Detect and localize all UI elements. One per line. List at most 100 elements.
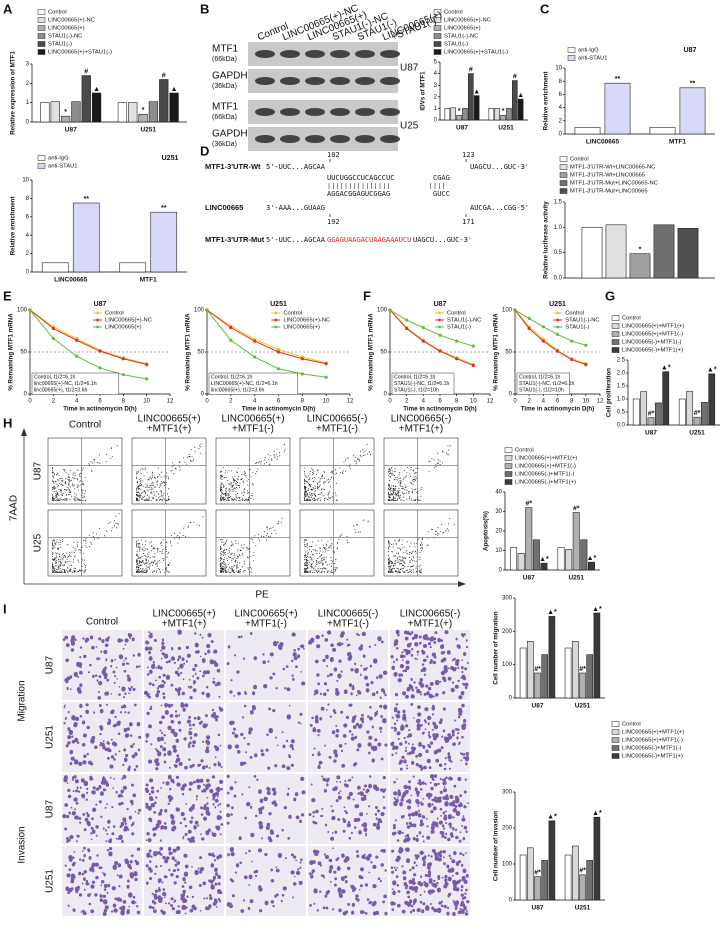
bar [579,874,586,901]
sequence: AUCGA...CGG-5' [470,204,529,212]
x-tick-label: U251 [575,703,591,710]
data-point [324,375,328,379]
stained-cells [226,846,303,913]
data-point [229,338,233,342]
significance-mark: ▲* [539,556,549,563]
data-point [471,363,475,368]
legend-label: LINC00665(-)+MTF1(+) [515,480,576,486]
significance-mark: # [162,72,166,79]
stained-cells [390,629,469,700]
x-tick-label: 10 [143,399,150,405]
stained-cells [144,774,224,843]
annotation: linc00665(+)-NC, t1/2=6.1h [34,381,97,387]
bar [541,860,549,901]
y-tick-label: 0.5 [617,410,626,416]
legend-label: STAU1(-) [565,325,589,331]
significance-mark: #* [579,666,586,673]
significance-mark: ▲* [661,365,671,372]
micro-row-label: U87 [45,799,56,818]
legend-swatch [611,721,620,727]
y-axis-label: Cell number of migration [493,611,500,684]
significance-mark: ▲* [592,606,602,613]
micro-column-label: LINC00665(+) [152,609,215,620]
series-line [29,309,147,366]
y-tick-label: 100 [17,308,28,314]
panel-letter: I [3,601,7,616]
data-point [51,326,55,331]
position: 171 [462,218,475,226]
bar [40,102,50,123]
data-point [421,339,425,343]
data-point [253,355,257,359]
data-point [145,363,149,367]
y-tick-label: 40 [495,490,502,496]
legend-marker [556,311,560,315]
chart-title: U251 [270,301,287,308]
data-point [570,357,574,362]
sequence: 3'-AAA...GUAAG [266,204,325,212]
bar [519,854,527,901]
x-tick-label: 12 [487,399,494,405]
legend-label: MTF1-3'UTR-Mut+LINC00665-NC [570,181,658,187]
stained-cells [145,702,224,771]
blot-band [255,135,275,143]
bar [564,854,572,901]
stained-cells [307,630,388,699]
x-tick-label: 2 [52,399,56,405]
blot-protein: GAPDH [212,129,248,140]
legend-swatch [37,9,46,15]
y-tick-label: 10 [555,66,562,72]
y-tick-label: 4 [26,233,30,239]
flow-plot [383,437,459,505]
legend-label: Control [570,157,589,163]
bar [506,108,512,121]
significance-mark: ▲* [547,814,557,821]
y-tick-label: 2 [26,251,30,257]
blot-size: (66kDa) [212,114,237,121]
y-tick-label: 50 [197,350,204,356]
bar [117,102,128,123]
flow-column-label: +MTF1(-) [232,424,274,435]
annotation-box [391,372,455,395]
x-tick-label: U87 [523,575,535,582]
bar [138,113,148,123]
bar [564,647,572,699]
annotation-box [208,372,298,395]
series-line [29,309,147,365]
x-tick-label: U87 [456,125,468,132]
significance-mark: ▲ [93,86,100,93]
data-point [324,362,328,366]
significance-mark: ** [690,81,696,88]
x-tick-label: 6 [438,399,442,405]
legend-marker [274,325,278,329]
sequence: AGGACGGAGUCGGAG [327,190,390,198]
legend-label: Control [48,10,67,16]
significance-mark: ** [161,205,167,212]
legend-swatch [37,41,46,47]
arrow-head [21,428,27,436]
y-tick-label: 100 [502,862,513,868]
data-point [405,318,409,322]
legend-swatch [559,180,568,186]
bar [700,402,708,426]
bar [468,73,474,121]
legend-label: MTF1-3'UTR-Wt+LINC00665 [570,173,645,179]
y-tick-label: 30 [495,509,502,515]
y-tick-label: 0 [559,132,563,138]
position: 102 [327,151,340,159]
bar [81,75,91,123]
legend-label: LINC00665(+) [283,325,320,331]
legend-swatch [37,49,46,55]
y-tick-label: 0 [26,270,30,276]
micrograph [62,774,142,844]
bar [72,202,100,273]
y-axis-label: % Remaining MTF1 mRNA [8,313,15,391]
significance-mark: ** [84,196,90,203]
y-tick-label: 1.0 [617,397,626,403]
micro-column-label: LINC00665(+) [234,609,297,620]
legend-swatch [433,41,442,47]
bar [540,562,548,571]
y-tick-label: 0 [434,118,438,124]
sequence: UAGCU...GUC-3' [413,236,472,244]
